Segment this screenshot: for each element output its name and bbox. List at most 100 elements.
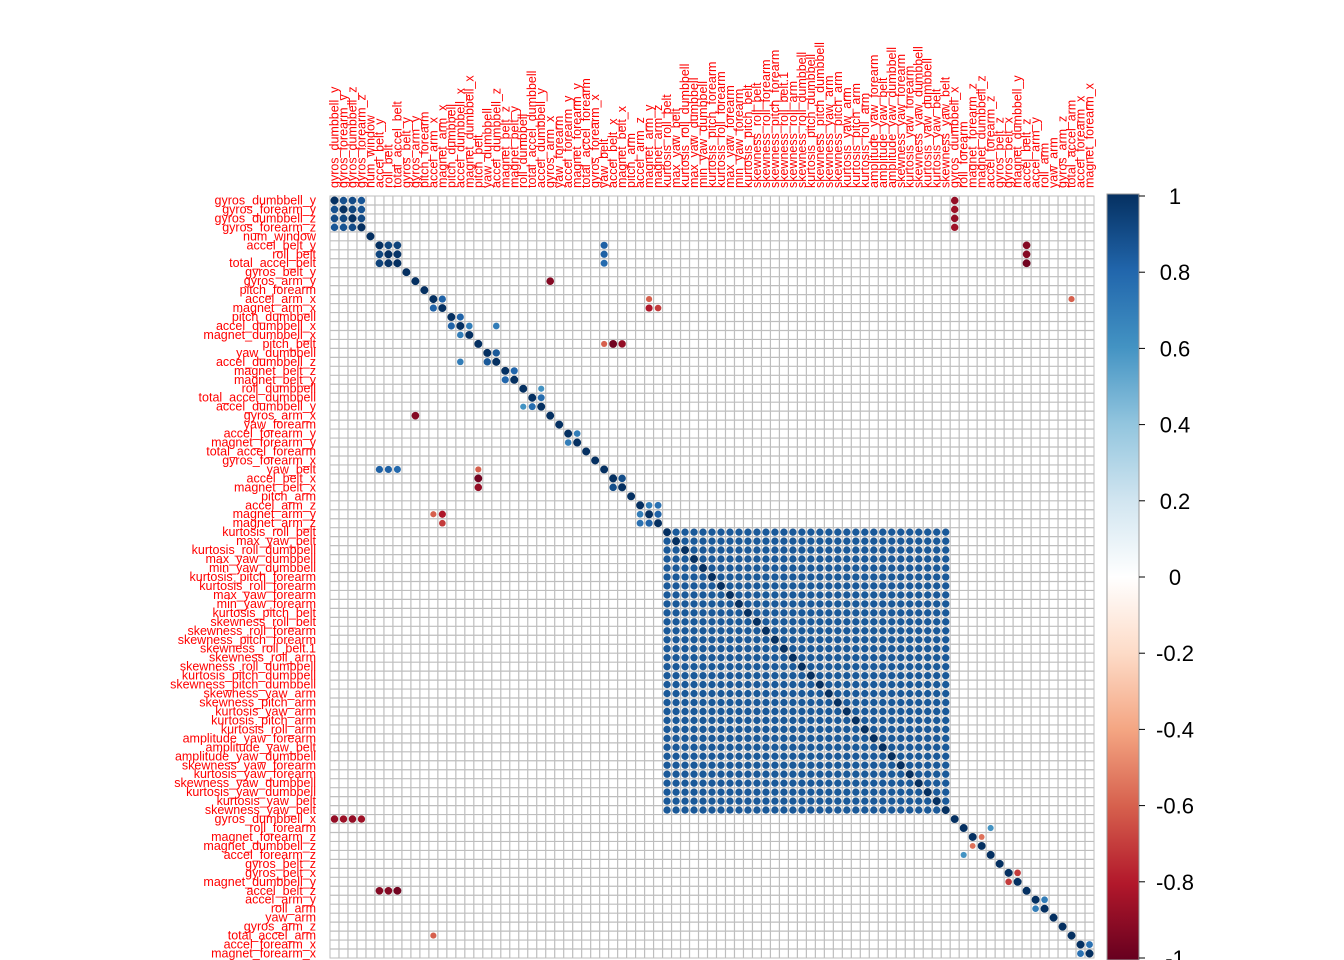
correlation-circle bbox=[798, 671, 806, 680]
correlation-circle bbox=[339, 205, 348, 214]
correlation-circle bbox=[915, 689, 923, 698]
correlation-circle bbox=[483, 358, 491, 366]
correlation-circle bbox=[681, 761, 689, 769]
correlation-circle bbox=[942, 779, 950, 787]
correlation-circle bbox=[753, 573, 761, 581]
correlation-circle bbox=[663, 716, 671, 725]
correlation-circle bbox=[933, 636, 941, 644]
correlation-circle bbox=[762, 770, 770, 778]
correlation-circle bbox=[339, 214, 348, 223]
correlation-circle bbox=[888, 734, 896, 743]
correlation-circle bbox=[897, 725, 905, 734]
correlation-circle bbox=[870, 627, 878, 635]
correlation-circle bbox=[879, 716, 887, 725]
correlation-circle bbox=[843, 546, 851, 554]
correlation-circle bbox=[798, 770, 806, 778]
correlation-circle bbox=[672, 671, 680, 680]
correlation-circle bbox=[690, 609, 698, 617]
correlation-circle bbox=[681, 546, 690, 555]
correlation-circle bbox=[843, 627, 851, 635]
row-label: yaw_dumbbell bbox=[236, 346, 316, 360]
correlation-circle bbox=[852, 689, 860, 698]
correlation-circle bbox=[924, 609, 932, 617]
correlation-circle bbox=[762, 618, 770, 626]
correlation-circle bbox=[825, 806, 833, 814]
correlation-circle bbox=[725, 590, 734, 599]
row-label: kurtosis_yaw_arm bbox=[215, 704, 316, 718]
correlation-circle bbox=[861, 707, 869, 716]
row-label: magnet_arm_x bbox=[233, 301, 317, 315]
correlation-circle bbox=[474, 474, 483, 483]
column-label: gyros_dumbbell_x bbox=[948, 86, 962, 188]
correlation-circle bbox=[672, 627, 680, 635]
correlation-circle bbox=[690, 779, 698, 787]
correlation-circle bbox=[564, 439, 572, 446]
column-label: skewness_roll_belt bbox=[750, 82, 764, 188]
correlation-circle bbox=[825, 761, 833, 769]
row-label: total_accel_arm bbox=[228, 929, 316, 943]
correlation-circle bbox=[825, 573, 833, 581]
correlation-circle bbox=[879, 725, 887, 734]
correlation-circle bbox=[843, 636, 851, 644]
correlation-circle bbox=[897, 788, 905, 796]
correlation-circle bbox=[708, 671, 716, 680]
correlation-circle bbox=[861, 752, 869, 760]
correlation-circle bbox=[924, 680, 932, 689]
correlation-circle bbox=[636, 501, 645, 510]
correlation-circle bbox=[834, 743, 842, 752]
correlation-circle bbox=[843, 618, 851, 626]
row-label: roll_forearm bbox=[249, 821, 316, 835]
correlation-circle bbox=[789, 770, 797, 778]
correlation-circle bbox=[888, 564, 896, 572]
column-label: accel_belt_x bbox=[606, 118, 620, 188]
correlation-circle bbox=[726, 528, 734, 536]
correlation-circle bbox=[807, 743, 815, 752]
correlation-circle bbox=[906, 788, 914, 796]
correlation-circle bbox=[708, 725, 716, 734]
correlation-circle bbox=[762, 806, 770, 814]
correlation-circle bbox=[807, 537, 815, 545]
correlation-circle bbox=[663, 752, 671, 760]
correlation-circle bbox=[825, 564, 833, 572]
correlation-circle bbox=[897, 707, 905, 716]
correlation-circle bbox=[330, 205, 339, 214]
correlation-circle bbox=[852, 591, 860, 599]
correlation-circle bbox=[699, 698, 707, 707]
correlation-circle bbox=[879, 689, 887, 698]
correlation-circle bbox=[744, 743, 752, 752]
correlation-circle bbox=[735, 564, 743, 572]
correlation-circle bbox=[780, 797, 788, 805]
correlation-circle bbox=[915, 546, 923, 554]
correlation-circle bbox=[699, 662, 707, 671]
correlation-circle bbox=[879, 734, 887, 743]
correlation-circle bbox=[672, 716, 680, 725]
row-label: kurtosis_roll_arm bbox=[221, 722, 316, 736]
correlation-circle bbox=[348, 815, 357, 823]
correlation-circle bbox=[960, 851, 967, 858]
correlation-circle bbox=[744, 779, 752, 787]
correlation-circle bbox=[430, 932, 437, 939]
correlation-circle bbox=[339, 223, 348, 232]
row-label: magnet_belt_z bbox=[234, 364, 316, 378]
correlation-circle bbox=[780, 671, 788, 680]
correlation-circle bbox=[906, 725, 914, 734]
correlation-circle bbox=[681, 609, 689, 617]
correlation-circle bbox=[843, 582, 851, 590]
correlation-circle bbox=[924, 806, 932, 814]
correlation-circle bbox=[681, 636, 689, 644]
correlation-circle bbox=[717, 761, 725, 769]
correlation-circle bbox=[735, 734, 743, 743]
correlation-circle bbox=[906, 680, 914, 689]
correlation-circle bbox=[663, 806, 671, 814]
correlation-circle bbox=[924, 797, 932, 805]
correlation-circle bbox=[708, 537, 716, 545]
correlation-circle bbox=[879, 528, 887, 536]
correlation-circle bbox=[672, 788, 680, 796]
correlation-circle bbox=[1067, 931, 1076, 940]
correlation-circle bbox=[771, 645, 779, 653]
column-label: amplitude_yaw_belt bbox=[876, 77, 890, 188]
correlation-circle bbox=[798, 761, 806, 769]
correlation-circle bbox=[699, 636, 707, 644]
correlation-circle bbox=[906, 555, 914, 563]
row-label: roll_arm bbox=[271, 902, 316, 916]
